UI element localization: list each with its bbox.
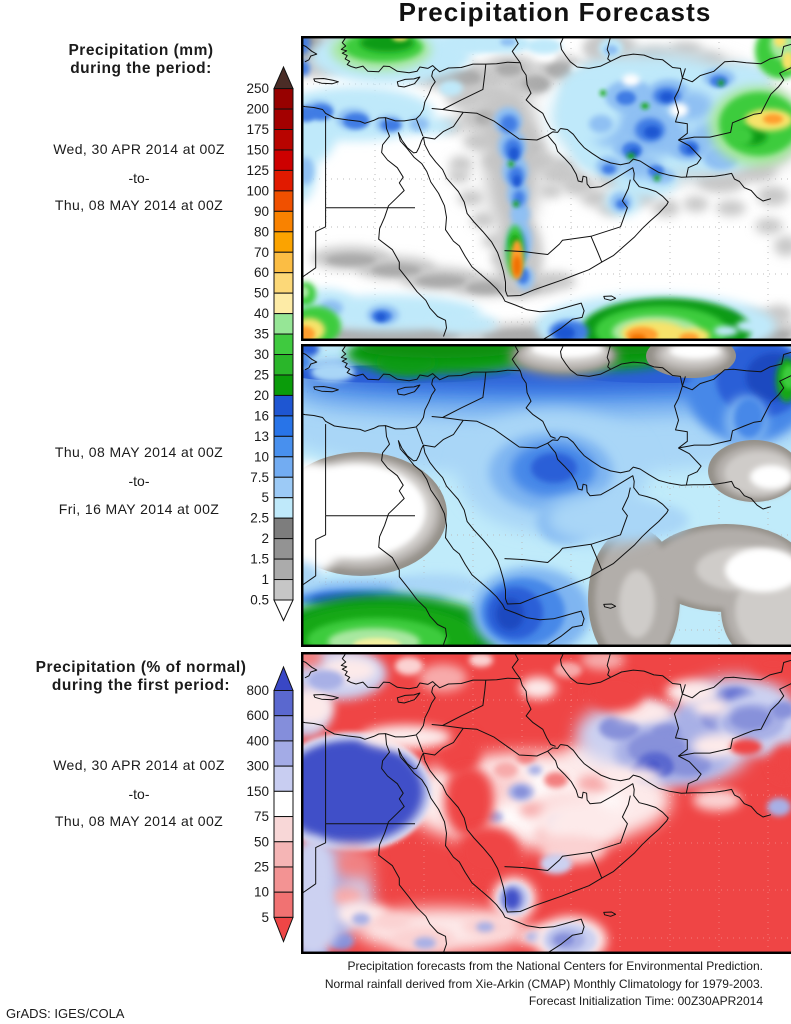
svg-text:25: 25: [254, 367, 269, 382]
svg-text:7.5: 7.5: [250, 470, 269, 485]
svg-text:90: 90: [254, 204, 269, 219]
svg-text:150: 150: [246, 142, 269, 157]
svg-text:2.5: 2.5: [250, 511, 269, 526]
svg-text:25: 25: [254, 859, 269, 874]
svg-text:16: 16: [254, 408, 269, 423]
svg-text:35: 35: [254, 327, 269, 342]
svg-text:125: 125: [246, 163, 269, 178]
svg-text:10: 10: [254, 884, 269, 899]
svg-text:80: 80: [254, 224, 269, 239]
svg-text:800: 800: [246, 683, 269, 698]
svg-text:75: 75: [254, 809, 269, 824]
svg-text:20: 20: [254, 388, 269, 403]
svg-text:10: 10: [254, 449, 269, 464]
svg-text:30: 30: [254, 347, 269, 362]
svg-text:13: 13: [254, 429, 269, 444]
svg-text:300: 300: [246, 758, 269, 773]
svg-text:70: 70: [254, 245, 269, 260]
svg-text:250: 250: [246, 81, 269, 96]
svg-text:1: 1: [261, 572, 269, 587]
svg-text:150: 150: [246, 783, 269, 798]
svg-text:40: 40: [254, 306, 269, 321]
svg-text:400: 400: [246, 733, 269, 748]
svg-text:600: 600: [246, 708, 269, 723]
svg-text:175: 175: [246, 122, 269, 137]
svg-text:60: 60: [254, 265, 269, 280]
svg-text:200: 200: [246, 102, 269, 117]
svg-text:1.5: 1.5: [250, 552, 269, 567]
svg-text:0.5: 0.5: [250, 593, 269, 608]
svg-text:50: 50: [254, 834, 269, 849]
svg-text:50: 50: [254, 286, 269, 301]
svg-text:5: 5: [261, 490, 269, 505]
svg-text:100: 100: [246, 183, 269, 198]
svg-text:5: 5: [261, 909, 269, 924]
svg-text:2: 2: [261, 531, 269, 546]
